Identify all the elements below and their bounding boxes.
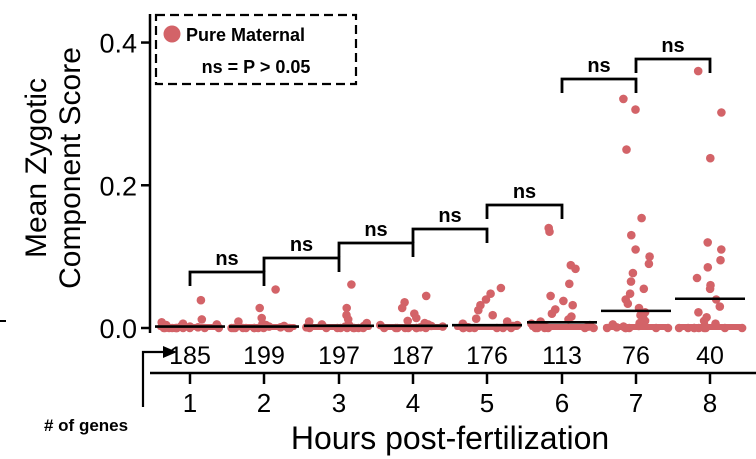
legend-marker-pure-maternal <box>163 25 181 43</box>
data-point <box>196 295 206 305</box>
gene-count-label: 187 <box>392 342 434 370</box>
gene-count-label: # of genes <box>44 416 128 435</box>
data-point <box>342 303 352 313</box>
data-point <box>631 105 640 114</box>
data-point <box>692 273 702 283</box>
data-point-band <box>603 324 669 330</box>
data-point <box>347 280 356 289</box>
data-point <box>705 284 715 294</box>
data-point <box>703 238 712 247</box>
data-point <box>496 283 506 293</box>
x-tick-label: 8 <box>703 388 717 418</box>
data-point <box>627 230 636 240</box>
significance-bracket <box>188 270 266 286</box>
gene-count-label: 40 <box>696 342 724 370</box>
significance-bracket <box>560 77 638 93</box>
y-axis-title-line1: Mean Zygotic <box>20 78 53 258</box>
gene-count-label: 199 <box>243 342 285 370</box>
data-point <box>486 289 495 299</box>
gene-count-label: 113 <box>542 342 582 370</box>
data-point <box>403 316 413 326</box>
data-point <box>546 291 555 301</box>
significance-label: ns <box>364 219 387 241</box>
data-point <box>197 315 207 324</box>
data-point <box>626 277 636 286</box>
data-point <box>717 245 726 254</box>
data-point <box>412 313 421 323</box>
x-tick-label: 1 <box>183 388 197 418</box>
data-point-band <box>529 324 595 330</box>
significance-label: ns <box>215 248 238 270</box>
x-axis-title: Hours post-fertilization <box>291 420 609 456</box>
data-point <box>565 279 574 289</box>
data-point <box>481 295 491 304</box>
significance-label: ns <box>661 35 684 57</box>
legend-box <box>154 13 358 86</box>
x-tick-label: 7 <box>629 388 643 418</box>
data-point <box>622 145 631 154</box>
significance-bracket <box>337 241 415 257</box>
significance-label: ns <box>513 181 536 203</box>
significance-bracket <box>411 227 489 243</box>
y-tick-label: 0.4 <box>99 29 137 59</box>
significance-bracket <box>485 203 564 219</box>
data-point <box>421 291 431 301</box>
data-point <box>693 66 703 76</box>
gene-count-arrow <box>141 350 165 407</box>
gene-count-arrowhead <box>163 346 177 358</box>
legend-note: ns = P > 0.05 <box>202 57 311 77</box>
significance-label: ns <box>587 55 610 77</box>
legend-label-pure-maternal: Pure Maternal <box>186 25 305 45</box>
x-tick-label: 2 <box>257 388 271 418</box>
data-point <box>255 303 264 313</box>
data-point <box>716 255 725 265</box>
data-point <box>639 284 649 294</box>
y-tick-label: 0.0 <box>99 314 137 344</box>
gene-count-label: 197 <box>318 342 360 370</box>
data-point <box>471 314 481 324</box>
data-point <box>559 296 568 306</box>
data-point <box>619 94 628 104</box>
x-tick-label: 4 <box>406 388 420 418</box>
data-point <box>474 305 483 315</box>
data-point <box>571 264 580 274</box>
data-point <box>703 263 713 272</box>
data-point <box>397 303 407 313</box>
data-point <box>628 268 638 278</box>
significance-label: ns <box>290 234 313 256</box>
x-tick-label: 3 <box>332 388 346 418</box>
data-point-band <box>677 324 743 330</box>
data-point <box>645 252 654 261</box>
data-point <box>637 213 646 223</box>
data-point <box>271 285 280 294</box>
data-point <box>488 310 498 320</box>
data-point <box>631 245 640 254</box>
gene-count-label: 176 <box>466 342 508 370</box>
significance-bracket <box>262 256 341 272</box>
data-point <box>547 309 557 319</box>
data-point <box>545 227 554 236</box>
data-point <box>715 302 725 311</box>
y-tick-label: 0.2 <box>99 171 137 201</box>
gene-count-label: 76 <box>622 342 650 370</box>
data-point <box>717 108 726 117</box>
x-tick-label: 5 <box>480 388 494 418</box>
data-point <box>694 308 703 317</box>
data-point <box>706 153 715 163</box>
data-point <box>623 299 633 309</box>
data-point <box>644 259 654 269</box>
legend: Pure Maternal ns = P > 0.05 <box>154 13 358 86</box>
gene-count-label: 185 <box>169 342 211 370</box>
data-point <box>568 300 577 310</box>
significance-label: ns <box>438 205 461 227</box>
y-axis-title-line2: Component Score <box>54 47 87 289</box>
significance-bracket <box>634 57 712 73</box>
data-point <box>234 317 243 326</box>
x-tick-label: 6 <box>555 388 569 418</box>
